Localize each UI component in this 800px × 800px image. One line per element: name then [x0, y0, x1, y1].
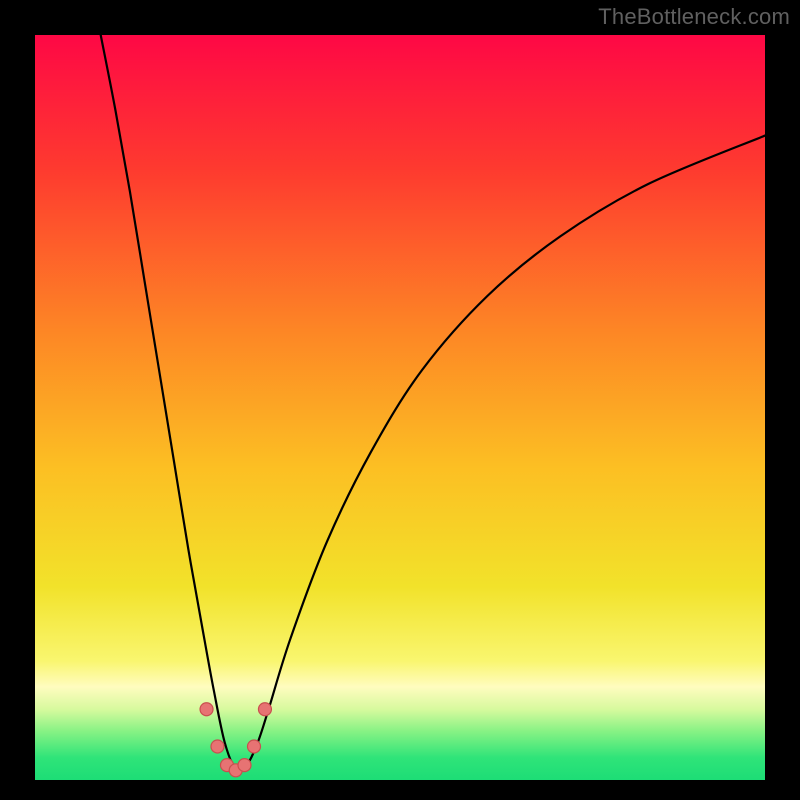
- bottleneck-chart-svg: [0, 0, 800, 800]
- optimum-marker: [211, 740, 224, 753]
- plot-background: [35, 35, 765, 780]
- optimum-marker: [200, 703, 213, 716]
- optimum-marker: [238, 759, 251, 772]
- optimum-marker: [248, 740, 261, 753]
- optimum-marker: [258, 703, 271, 716]
- chart-container: TheBottleneck.com: [0, 0, 800, 800]
- watermark-text: TheBottleneck.com: [598, 4, 790, 30]
